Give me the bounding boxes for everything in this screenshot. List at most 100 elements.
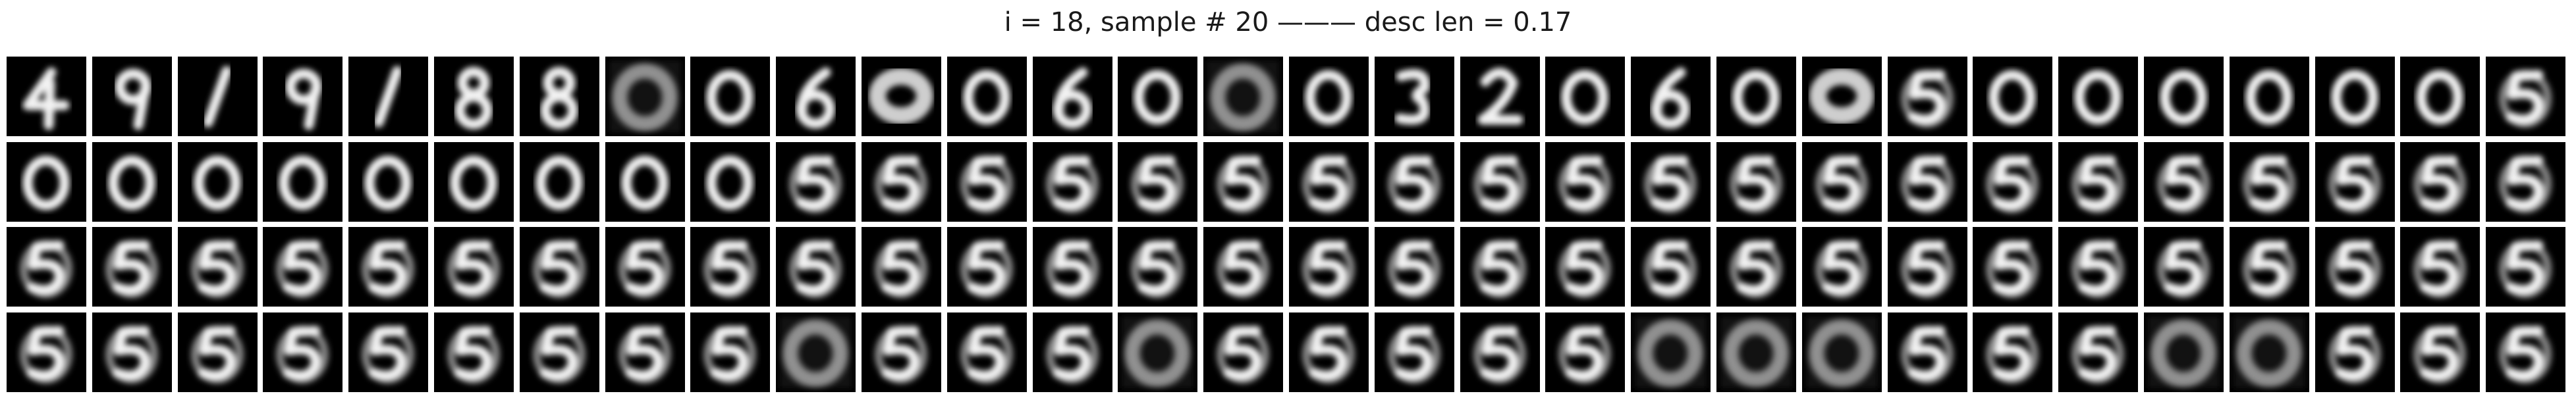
digit-five-tile [1032, 227, 1112, 307]
digit-five-tile [1203, 312, 1284, 392]
digit-eight-tile [519, 57, 599, 136]
digit-zero-tile [7, 141, 86, 222]
digit-five-tile [263, 227, 343, 307]
digit-zero-tile [1289, 57, 1369, 136]
digit-five-tile [776, 141, 856, 222]
digit-zero-tile [348, 141, 429, 222]
digit-five-tile [1374, 227, 1454, 307]
blob-tile [776, 312, 856, 392]
digit-five-tile [92, 227, 172, 307]
digit-five-tile [7, 227, 86, 307]
digit-five-tile [1716, 141, 1796, 222]
digit-nine-tile [92, 57, 172, 136]
digit-zero-tile [434, 141, 514, 222]
digit-five-tile [177, 227, 258, 307]
digit-five-tile [862, 141, 941, 222]
digit-five-tile [1631, 227, 1711, 307]
digit-five-tile [2144, 227, 2224, 307]
digit-eight-tile [434, 57, 514, 136]
digit-zero-tile [2058, 57, 2139, 136]
digit-five-tile [2400, 312, 2480, 392]
digit-five-tile [92, 312, 172, 392]
blob-tile [1631, 312, 1711, 392]
digit-five-tile [434, 312, 514, 392]
digit-five-tile [2486, 312, 2566, 392]
digit-zero-tile [690, 141, 771, 222]
digit-five-tile [1460, 227, 1540, 307]
digit-five-tile [1460, 312, 1540, 392]
digit-five-tile [263, 312, 343, 392]
digit-five-tile [776, 227, 856, 307]
digit-five-tile [2486, 227, 2566, 307]
digit-one-tile [177, 57, 258, 136]
digit-five-tile [1289, 227, 1369, 307]
digit-zero-tile [605, 141, 685, 222]
digit-five-tile [690, 312, 771, 392]
digit-five-tile [1374, 141, 1454, 222]
digit-five-tile [946, 312, 1027, 392]
digit-five-tile [2315, 227, 2395, 307]
digit-four-tile [7, 57, 86, 136]
digit-five-tile [348, 227, 429, 307]
digit-zero-tile [2144, 57, 2224, 136]
digit-five-tile [7, 312, 86, 392]
digit-five-tile [2144, 141, 2224, 222]
digit-five-tile [519, 312, 599, 392]
digit-five-tile [2058, 312, 2139, 392]
blob-tile [605, 57, 685, 136]
blob-tile [1716, 312, 1796, 392]
digit-five-tile [946, 141, 1027, 222]
digit-five-tile [605, 227, 685, 307]
digit-zero-tile [2400, 57, 2480, 136]
digit-zero-tile [946, 57, 1027, 136]
digit-five-tile [1887, 227, 1967, 307]
digit-two-tile [1460, 57, 1540, 136]
digit-five-tile [1887, 312, 1967, 392]
digit-five-tile [1801, 141, 1882, 222]
digit-five-tile [1801, 227, 1882, 307]
digit-five-tile [434, 227, 514, 307]
digit-five-tile [1545, 227, 1626, 307]
blob-tile [1801, 312, 1882, 392]
digit-five-tile [1032, 312, 1112, 392]
digit-five-tile [2229, 227, 2309, 307]
digit-five-tile [862, 227, 941, 307]
digit-five-tile [2315, 141, 2395, 222]
digit-zero-tile [177, 141, 258, 222]
digit-zero-tile [2315, 57, 2395, 136]
digit-five-tile [1289, 312, 1369, 392]
digit-zero-tile [1716, 57, 1796, 136]
digit-five-tile [177, 312, 258, 392]
digit-five-tile [1203, 227, 1284, 307]
digit-one-tile [348, 57, 429, 136]
digit-zero-tile [1545, 57, 1626, 136]
digit-five-tile [1973, 141, 2053, 222]
digit-six-tile [1032, 57, 1112, 136]
smudge-tile [862, 57, 941, 136]
digit-five-tile [1545, 312, 1626, 392]
digit-six-tile [1631, 57, 1711, 136]
digit-five-tile [2400, 141, 2480, 222]
digit-five-tile [1032, 141, 1112, 222]
digit-five-tile [1887, 141, 1967, 222]
digit-five-tile [1887, 57, 1967, 136]
digit-five-tile [1716, 227, 1796, 307]
digit-five-tile [690, 227, 771, 307]
digit-five-tile [2486, 141, 2566, 222]
digit-zero-tile [263, 141, 343, 222]
digit-five-tile [1973, 227, 2053, 307]
digit-five-tile [1545, 141, 1626, 222]
digit-zero-tile [2229, 57, 2309, 136]
digit-three-tile [1374, 57, 1454, 136]
digit-six-tile [776, 57, 856, 136]
digit-five-tile [1460, 141, 1540, 222]
digit-five-tile [1203, 141, 1284, 222]
digit-five-tile [946, 227, 1027, 307]
digit-five-tile [605, 312, 685, 392]
digit-zero-tile [92, 141, 172, 222]
digit-nine-tile [263, 57, 343, 136]
digit-zero-tile [1973, 57, 2053, 136]
blob-tile [1118, 312, 1198, 392]
smudge-tile [1801, 57, 1882, 136]
digit-five-tile [2058, 227, 2139, 307]
